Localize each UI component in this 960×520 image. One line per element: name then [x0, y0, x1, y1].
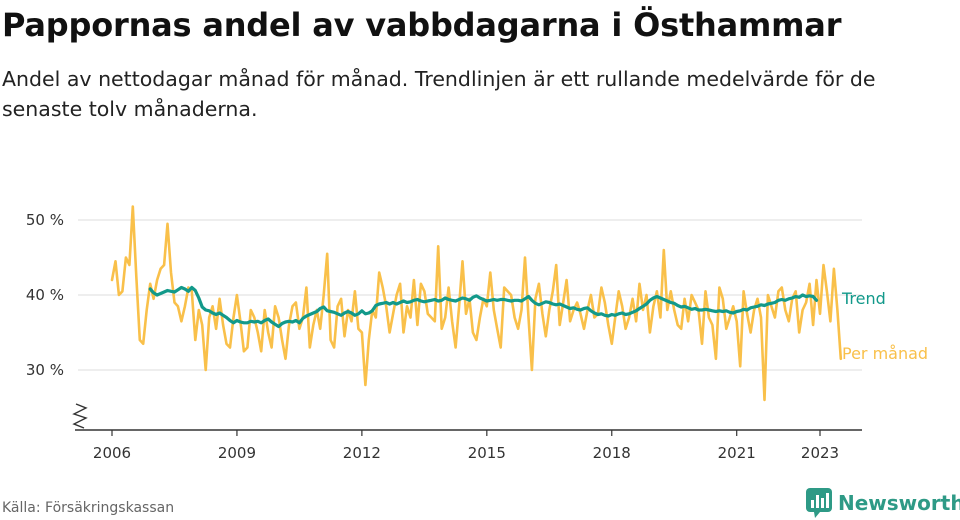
chart-title: Pappornas andel av vabbdagarna i Östhamm…: [2, 6, 842, 44]
gridlines: [78, 219, 862, 371]
x-tick-label: 2018: [593, 444, 631, 462]
series-lines: [110, 205, 843, 402]
brand-logo: Newsworthy: [806, 488, 960, 518]
source-note: Källa: Försäkringskassan: [2, 500, 175, 516]
y-tick-label: 30 %: [26, 361, 64, 379]
x-tick-label: 2009: [218, 444, 256, 462]
chart-subtitle: Andel av nettodagar månad för månad. Tre…: [2, 67, 876, 121]
x-axis: 2006 2009 2012 2015 2018 2021 2023: [72, 403, 862, 462]
y-tick-label: 40 %: [26, 286, 64, 304]
legend-label-trend: Trend: [841, 289, 886, 308]
legend-label-monthly: Per månad: [842, 344, 928, 363]
x-tick-label: 2021: [718, 444, 756, 462]
axis-break-icon: [72, 403, 88, 429]
x-tick-label: 2006: [93, 444, 131, 462]
x-tick-label: 2023: [801, 444, 839, 462]
y-tick-label: 50 %: [26, 211, 64, 229]
y-axis-labels: 30 % 40 % 50 %: [26, 211, 64, 379]
x-tick-label: 2015: [468, 444, 506, 462]
series-line-monthly: [110, 205, 843, 402]
newsworthy-logo-icon: [806, 488, 832, 518]
series-legend: Per månad Trend: [841, 289, 928, 363]
brand-name: Newsworthy: [838, 491, 960, 515]
x-tick-label: 2012: [343, 444, 381, 462]
series-line-trend: [148, 285, 819, 329]
